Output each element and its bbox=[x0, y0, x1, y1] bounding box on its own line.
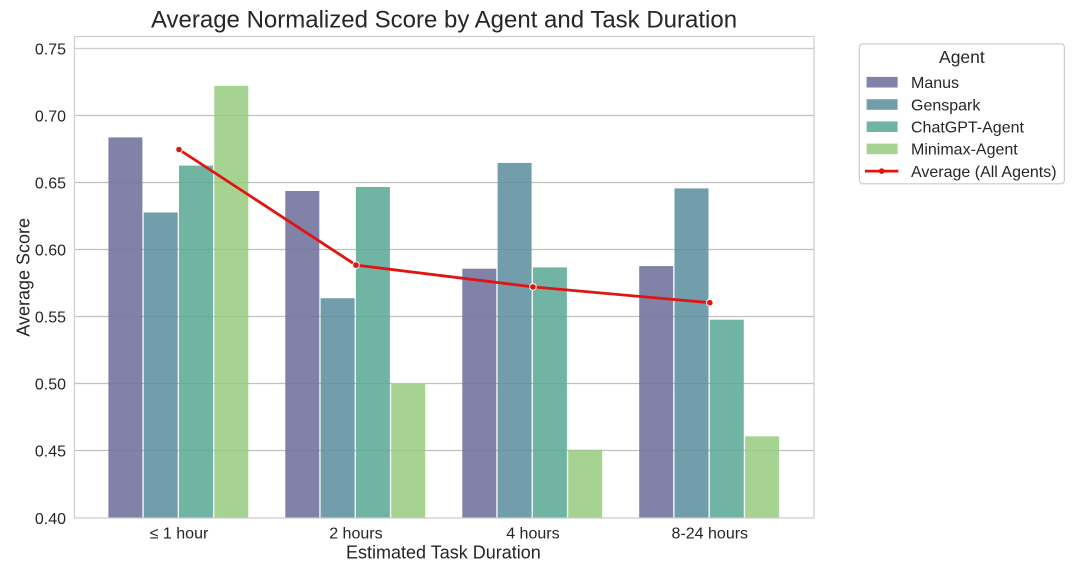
svg-text:0.70: 0.70 bbox=[35, 108, 66, 125]
svg-text:Average Score: Average Score bbox=[14, 218, 34, 337]
svg-text:≤ 1 hour: ≤ 1 hour bbox=[150, 526, 209, 543]
svg-text:0.75: 0.75 bbox=[35, 41, 66, 58]
svg-text:Average (All Agents): Average (All Agents) bbox=[911, 164, 1057, 181]
svg-text:Agent: Agent bbox=[939, 47, 985, 67]
svg-text:0.60: 0.60 bbox=[35, 242, 66, 259]
svg-text:0.65: 0.65 bbox=[35, 175, 66, 192]
svg-text:8-24 hours: 8-24 hours bbox=[672, 526, 749, 543]
svg-text:0.50: 0.50 bbox=[35, 376, 66, 393]
svg-text:2 hours: 2 hours bbox=[329, 526, 382, 543]
svg-text:Manus: Manus bbox=[911, 75, 959, 92]
svg-text:4 hours: 4 hours bbox=[506, 526, 559, 543]
svg-text:ChatGPT-Agent: ChatGPT-Agent bbox=[911, 119, 1025, 136]
svg-text:Estimated Task Duration: Estimated Task Duration bbox=[346, 542, 541, 562]
svg-text:Minimax-Agent: Minimax-Agent bbox=[911, 142, 1018, 159]
svg-text:Genspark: Genspark bbox=[911, 97, 981, 114]
svg-text:0.40: 0.40 bbox=[35, 511, 66, 528]
svg-text:Average Normalized Score by Ag: Average Normalized Score by Agent and Ta… bbox=[151, 6, 737, 33]
svg-text:0.55: 0.55 bbox=[35, 309, 66, 326]
svg-text:0.45: 0.45 bbox=[35, 443, 66, 460]
